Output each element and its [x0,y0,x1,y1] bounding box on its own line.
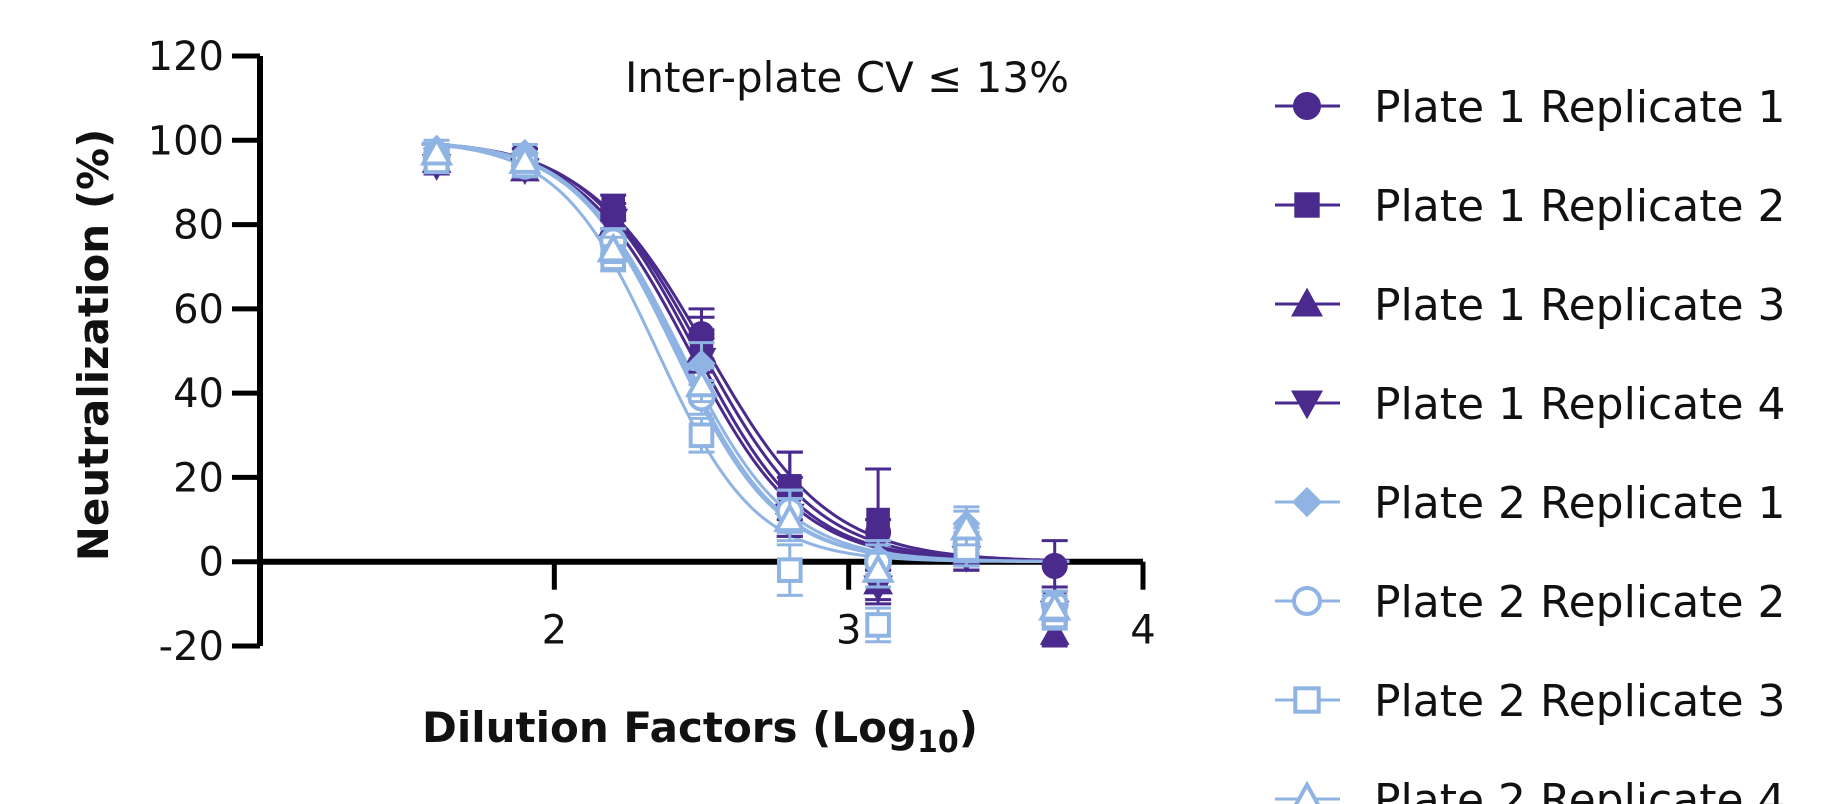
x-tick-label: 2 [542,608,567,654]
y-tick-label: 20 [173,455,224,501]
data-point [684,367,719,398]
data-point [596,232,630,263]
legend: Plate 1 Replicate 1 Plate 1 Replicate 2 Pl… [1275,82,1786,804]
legend-item-3: Plate 1 Replicate 3 [1275,280,1786,331]
legend-marker [1291,287,1323,317]
series-8 [420,135,1072,623]
x-axis-title-main: Dilution Factors (Log [422,703,917,752]
data-point [949,510,983,541]
legend-item-1: Plate 1 Replicate 1 [1275,82,1786,133]
y-tick-label: 100 [148,118,224,164]
fit-curve-8 [421,141,1070,563]
legend-item-6: Plate 2 Replicate 2 [1275,577,1786,628]
legend-label: Plate 2 Replicate 4 [1374,775,1786,804]
y-tick-label: 0 [199,540,224,586]
legend-label: Plate 2 Replicate 2 [1374,577,1786,628]
data-point [773,502,807,533]
legend-item-2: Plate 1 Replicate 2 [1275,181,1786,232]
data-point [865,612,891,638]
legend-marker [1291,486,1323,518]
data-points [420,134,1072,648]
legend-marker [1293,92,1321,120]
fit-curve-5 [421,142,1070,563]
x-tick-label: 3 [836,608,861,654]
legend-marker [1293,686,1321,714]
legend-label: Plate 1 Replicate 4 [1374,379,1786,430]
y-tick-label: 60 [173,287,224,333]
legend-marker [1294,192,1320,218]
data-point [688,422,715,449]
legend-item-8: Plate 2 Replicate 4 [1275,775,1786,804]
data-point [777,557,803,583]
fit-curves [421,141,1070,564]
legend-label: Plate 2 Replicate 1 [1374,478,1786,529]
y-tick-label: 40 [173,371,224,417]
legend-marker [1291,390,1323,420]
data-point [1038,590,1072,621]
legend-marker [1292,586,1322,616]
x-axis-title: Dilution Factors (Log10) [422,703,978,760]
data-point [1039,618,1070,645]
y-axis-title: Neutralization (%) [69,129,118,562]
axes: -20 0 20 40 60 80 100 120 2 3 4 [148,34,1156,670]
legend-item-4: Plate 1 Replicate 4 [1275,379,1786,430]
legend-label: Plate 1 Replicate 1 [1374,82,1786,133]
data-point [866,507,890,532]
legend-label: Plate 1 Replicate 3 [1374,280,1786,331]
data-point [1041,552,1068,579]
data-point [420,135,454,166]
fit-curve-3 [421,141,1070,563]
fit-curve-4 [421,142,1070,563]
cv-annotation: Inter-plate CV ≤ 13% [625,53,1069,102]
legend-label: Plate 2 Replicate 3 [1374,676,1786,727]
y-tick-label: 80 [173,203,224,249]
y-tick-label: 120 [148,34,224,80]
data-point [861,552,895,583]
legend-marker [1293,780,1321,804]
x-axis-title-close: ) [959,703,978,752]
fit-curve-1 [421,142,1070,563]
legend-label: Plate 1 Replicate 2 [1374,181,1786,232]
legend-item-5: Plate 2 Replicate 1 [1275,478,1786,529]
legend-item-7: Plate 2 Replicate 3 [1275,676,1786,727]
data-point [598,208,629,236]
fit-curve-7 [421,142,1070,564]
x-axis-title-subscript: 10 [917,725,959,760]
fit-curve-2 [421,142,1070,563]
x-tick-label: 4 [1130,608,1155,654]
y-tick-label: -20 [159,624,224,670]
data-point [508,144,542,174]
fit-curve-6 [421,141,1070,563]
series-7 [423,148,1068,644]
